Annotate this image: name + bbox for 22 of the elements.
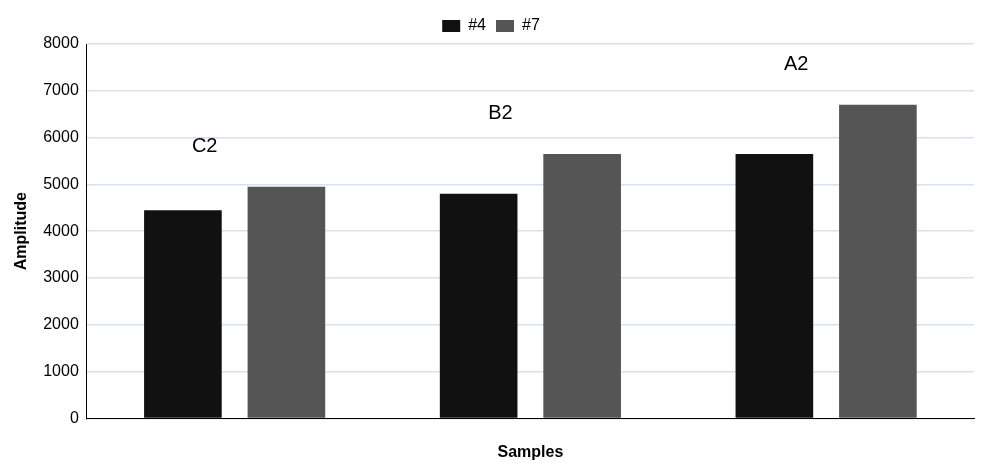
y-axis-title: Amplitude <box>12 191 30 271</box>
y-tick-label: 1000 <box>43 362 79 380</box>
bar <box>247 186 326 418</box>
annotation: C2 <box>191 134 218 157</box>
legend-label: #4 <box>468 16 487 34</box>
bar <box>144 210 222 418</box>
bar <box>543 153 621 418</box>
y-tick-label: 3000 <box>43 268 79 286</box>
annotation: B2 <box>488 101 513 124</box>
y-tick-label: 0 <box>69 408 79 426</box>
y-tick-label: 2000 <box>43 315 79 333</box>
y-tick-label: 6000 <box>43 128 79 146</box>
y-tick-label: 8000 <box>43 34 79 52</box>
y-tick-label: 7000 <box>43 81 79 99</box>
annotation: A2 <box>783 52 809 75</box>
y-tick-label: 4000 <box>43 221 79 239</box>
x-axis-title: Samples <box>497 442 564 460</box>
bar <box>735 153 814 418</box>
y-tick-label: 5000 <box>43 174 79 192</box>
bar <box>839 104 917 418</box>
legend-label: #7 <box>522 16 540 34</box>
bar <box>439 193 518 418</box>
